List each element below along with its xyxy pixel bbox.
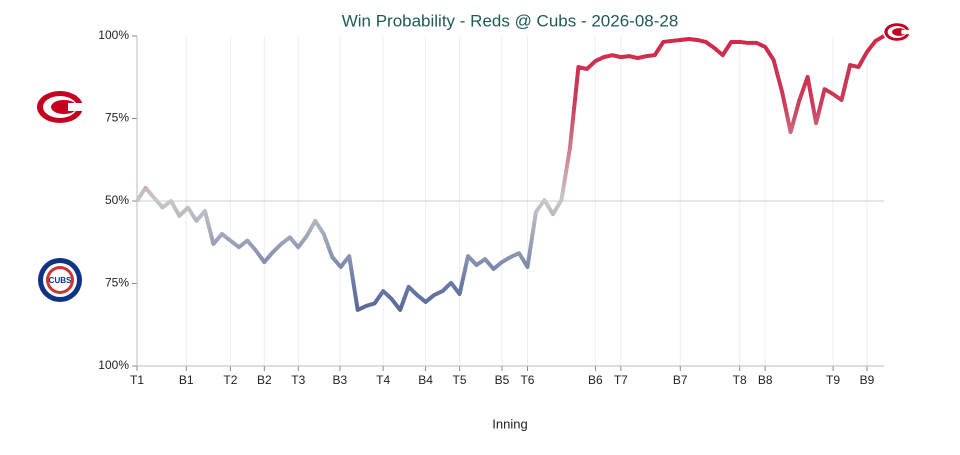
x-tick-label: B6 [588, 373, 603, 387]
reds-logo [37, 91, 84, 123]
x-tick-label: B8 [758, 373, 773, 387]
x-tick-label: T9 [826, 373, 840, 387]
x-tick-label: T5 [453, 373, 467, 387]
y-tick-label: 100% [98, 358, 129, 372]
logo-text: CUBS [49, 276, 72, 285]
x-axis-label: Inning [492, 416, 527, 431]
x-tick-label: T2 [223, 373, 237, 387]
cubs-logo: CUBS [38, 258, 82, 302]
x-tick-label: B7 [673, 373, 688, 387]
reds-logo [884, 23, 911, 41]
chart-title: Win Probability - Reds @ Cubs - 2026-08-… [342, 11, 679, 30]
x-tick-label: B2 [257, 373, 272, 387]
x-tick-label: B9 [860, 373, 875, 387]
y-tick-label: 75% [105, 276, 129, 290]
x-tick-label: B1 [179, 373, 194, 387]
x-tick-label: T8 [733, 373, 747, 387]
y-tick-label: 75% [105, 111, 129, 125]
x-tick-label: B4 [418, 373, 433, 387]
x-tick-label: T1 [130, 373, 144, 387]
x-tick-label: T4 [376, 373, 390, 387]
x-tick-label: T7 [614, 373, 628, 387]
x-tick-label: T3 [291, 373, 305, 387]
y-tick-label: 100% [98, 28, 129, 42]
y-tick-label: 50% [105, 193, 129, 207]
x-tick-label: B5 [495, 373, 510, 387]
win-probability-line [135, 34, 886, 312]
x-tick-label: T6 [520, 373, 534, 387]
x-tick-label: B3 [333, 373, 348, 387]
